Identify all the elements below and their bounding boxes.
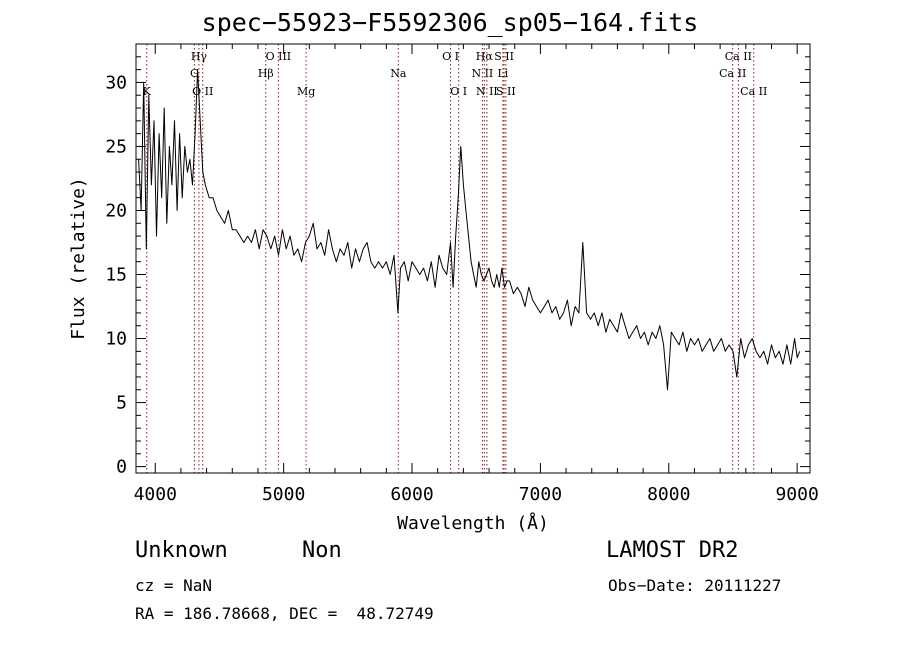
y-tick-label: 5 [116,393,127,414]
line-marker-label: Hα [476,50,494,63]
object-class: Non [302,538,342,563]
y-tick-label: 10 [105,329,127,350]
survey-name: LAMOST DR2 [606,538,739,563]
x-tick-label: 6000 [390,484,433,505]
line-marker-label: N II [471,67,493,80]
x-tick-label: 9000 [775,484,818,505]
line-marker-label: S II [496,85,516,98]
line-marker-label: S II [494,50,514,63]
line-marker-label: Li [497,67,508,80]
plot-frame [135,43,811,474]
redshift-cz: cz = NaN [135,576,213,595]
y-tick-label: 30 [105,72,127,93]
line-marker-label: Hβ [258,67,274,80]
chart-title: spec−55923−F5592306_sp05−164.fits [201,8,699,37]
x-tick-label: 5000 [262,484,305,505]
object-type: Unknown [135,538,228,563]
spectrum-line [138,69,801,391]
ra-dec-coordinates: RA = 186.78668, DEC = 48.72749 [135,604,434,623]
line-marker-label: O II [192,85,213,98]
line-marker-label: O I [442,50,459,63]
line-marker-label: N II [476,85,498,98]
y-axis-label: Flux (relative) [68,177,89,340]
line-marker-label: Ca II [725,50,752,63]
y-tick-label: 20 [105,200,127,221]
line-marker-label: Na [390,67,407,80]
line-marker-label: Ca II [719,67,746,80]
line-marker-label: O III [266,50,292,63]
x-tick-label: 8000 [647,484,690,505]
x-tick-label: 4000 [134,484,177,505]
x-tick-label: 7000 [519,484,562,505]
y-tick-label: 15 [105,265,127,286]
y-tick-label: 25 [105,136,127,157]
line-marker-label: O I [450,85,467,98]
line-marker-label: K [143,85,152,98]
y-tick-label: 0 [116,457,127,478]
line-marker-label: G [190,67,199,80]
line-marker-label: Mg [297,85,315,98]
observation-date: Obs−Date: 20111227 [608,576,782,595]
x-axis-label: Wavelength (Å) [397,512,549,534]
line-marker-label: Ca II [740,85,767,98]
line-marker-label: Hγ [191,50,208,63]
